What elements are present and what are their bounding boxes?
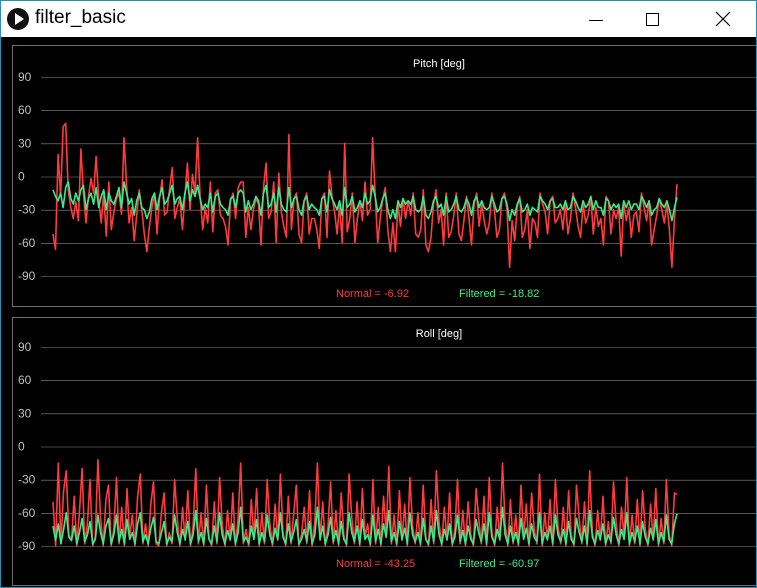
pitch-panel-frame	[12, 45, 756, 307]
roll-series-filtered-line	[52, 506, 678, 545]
sketch-canvas: 90 60 30 0 -30 -60 -90 Pitch [deg] Normal = -6.9…	[0, 37, 757, 588]
window-titlebar: filter_basic	[0, 0, 757, 37]
close-icon	[715, 11, 731, 27]
pitch-y-tick-label: 30	[18, 136, 32, 150]
pitch-series-normal-line	[52, 122, 678, 268]
pitch-y-tick-label: -30	[18, 203, 36, 217]
roll-y-tick-label: 90	[18, 340, 32, 354]
pitch-y-tick-label: 90	[18, 70, 32, 84]
roll-y-tick-label: 30	[18, 406, 32, 420]
pitch-series-filtered-line	[52, 181, 678, 222]
pitch-y-tick-label: -60	[18, 236, 36, 250]
pitch-normal-readout: Normal = -6.92	[336, 288, 409, 300]
maximize-icon	[645, 12, 659, 26]
minimize-icon	[589, 19, 603, 21]
roll-chart-title: Roll [deg]	[416, 328, 462, 340]
roll-y-tick-label: 0	[18, 440, 25, 454]
window-title: filter_basic	[35, 7, 126, 28]
roll-normal-readout: Normal = -43.25	[336, 558, 415, 570]
roll-y-tick-label: -30	[18, 473, 36, 487]
roll-panel-frame	[12, 317, 756, 586]
pitch-y-tick-label: -90	[18, 269, 36, 283]
minimize-button[interactable]	[573, 1, 619, 37]
pitch-y-tick-label: 0	[18, 170, 25, 184]
pitch-filtered-readout: Filtered = -18.82	[459, 288, 539, 300]
maximize-button[interactable]	[629, 1, 675, 37]
pitch-y-tick-label: 60	[18, 103, 32, 117]
roll-y-tick-label: 60	[18, 373, 32, 387]
roll-y-tick-label: -60	[18, 506, 36, 520]
roll-y-tick-label: -90	[18, 539, 36, 553]
pitch-chart-title: Pitch [deg]	[413, 58, 465, 70]
plots-svg: 90 60 30 0 -30 -60 -90 Pitch [deg] Normal = -6.9…	[12, 45, 756, 586]
close-button[interactable]	[700, 1, 746, 37]
processing-play-icon	[7, 8, 29, 30]
roll-filtered-readout: Filtered = -60.97	[459, 558, 539, 570]
